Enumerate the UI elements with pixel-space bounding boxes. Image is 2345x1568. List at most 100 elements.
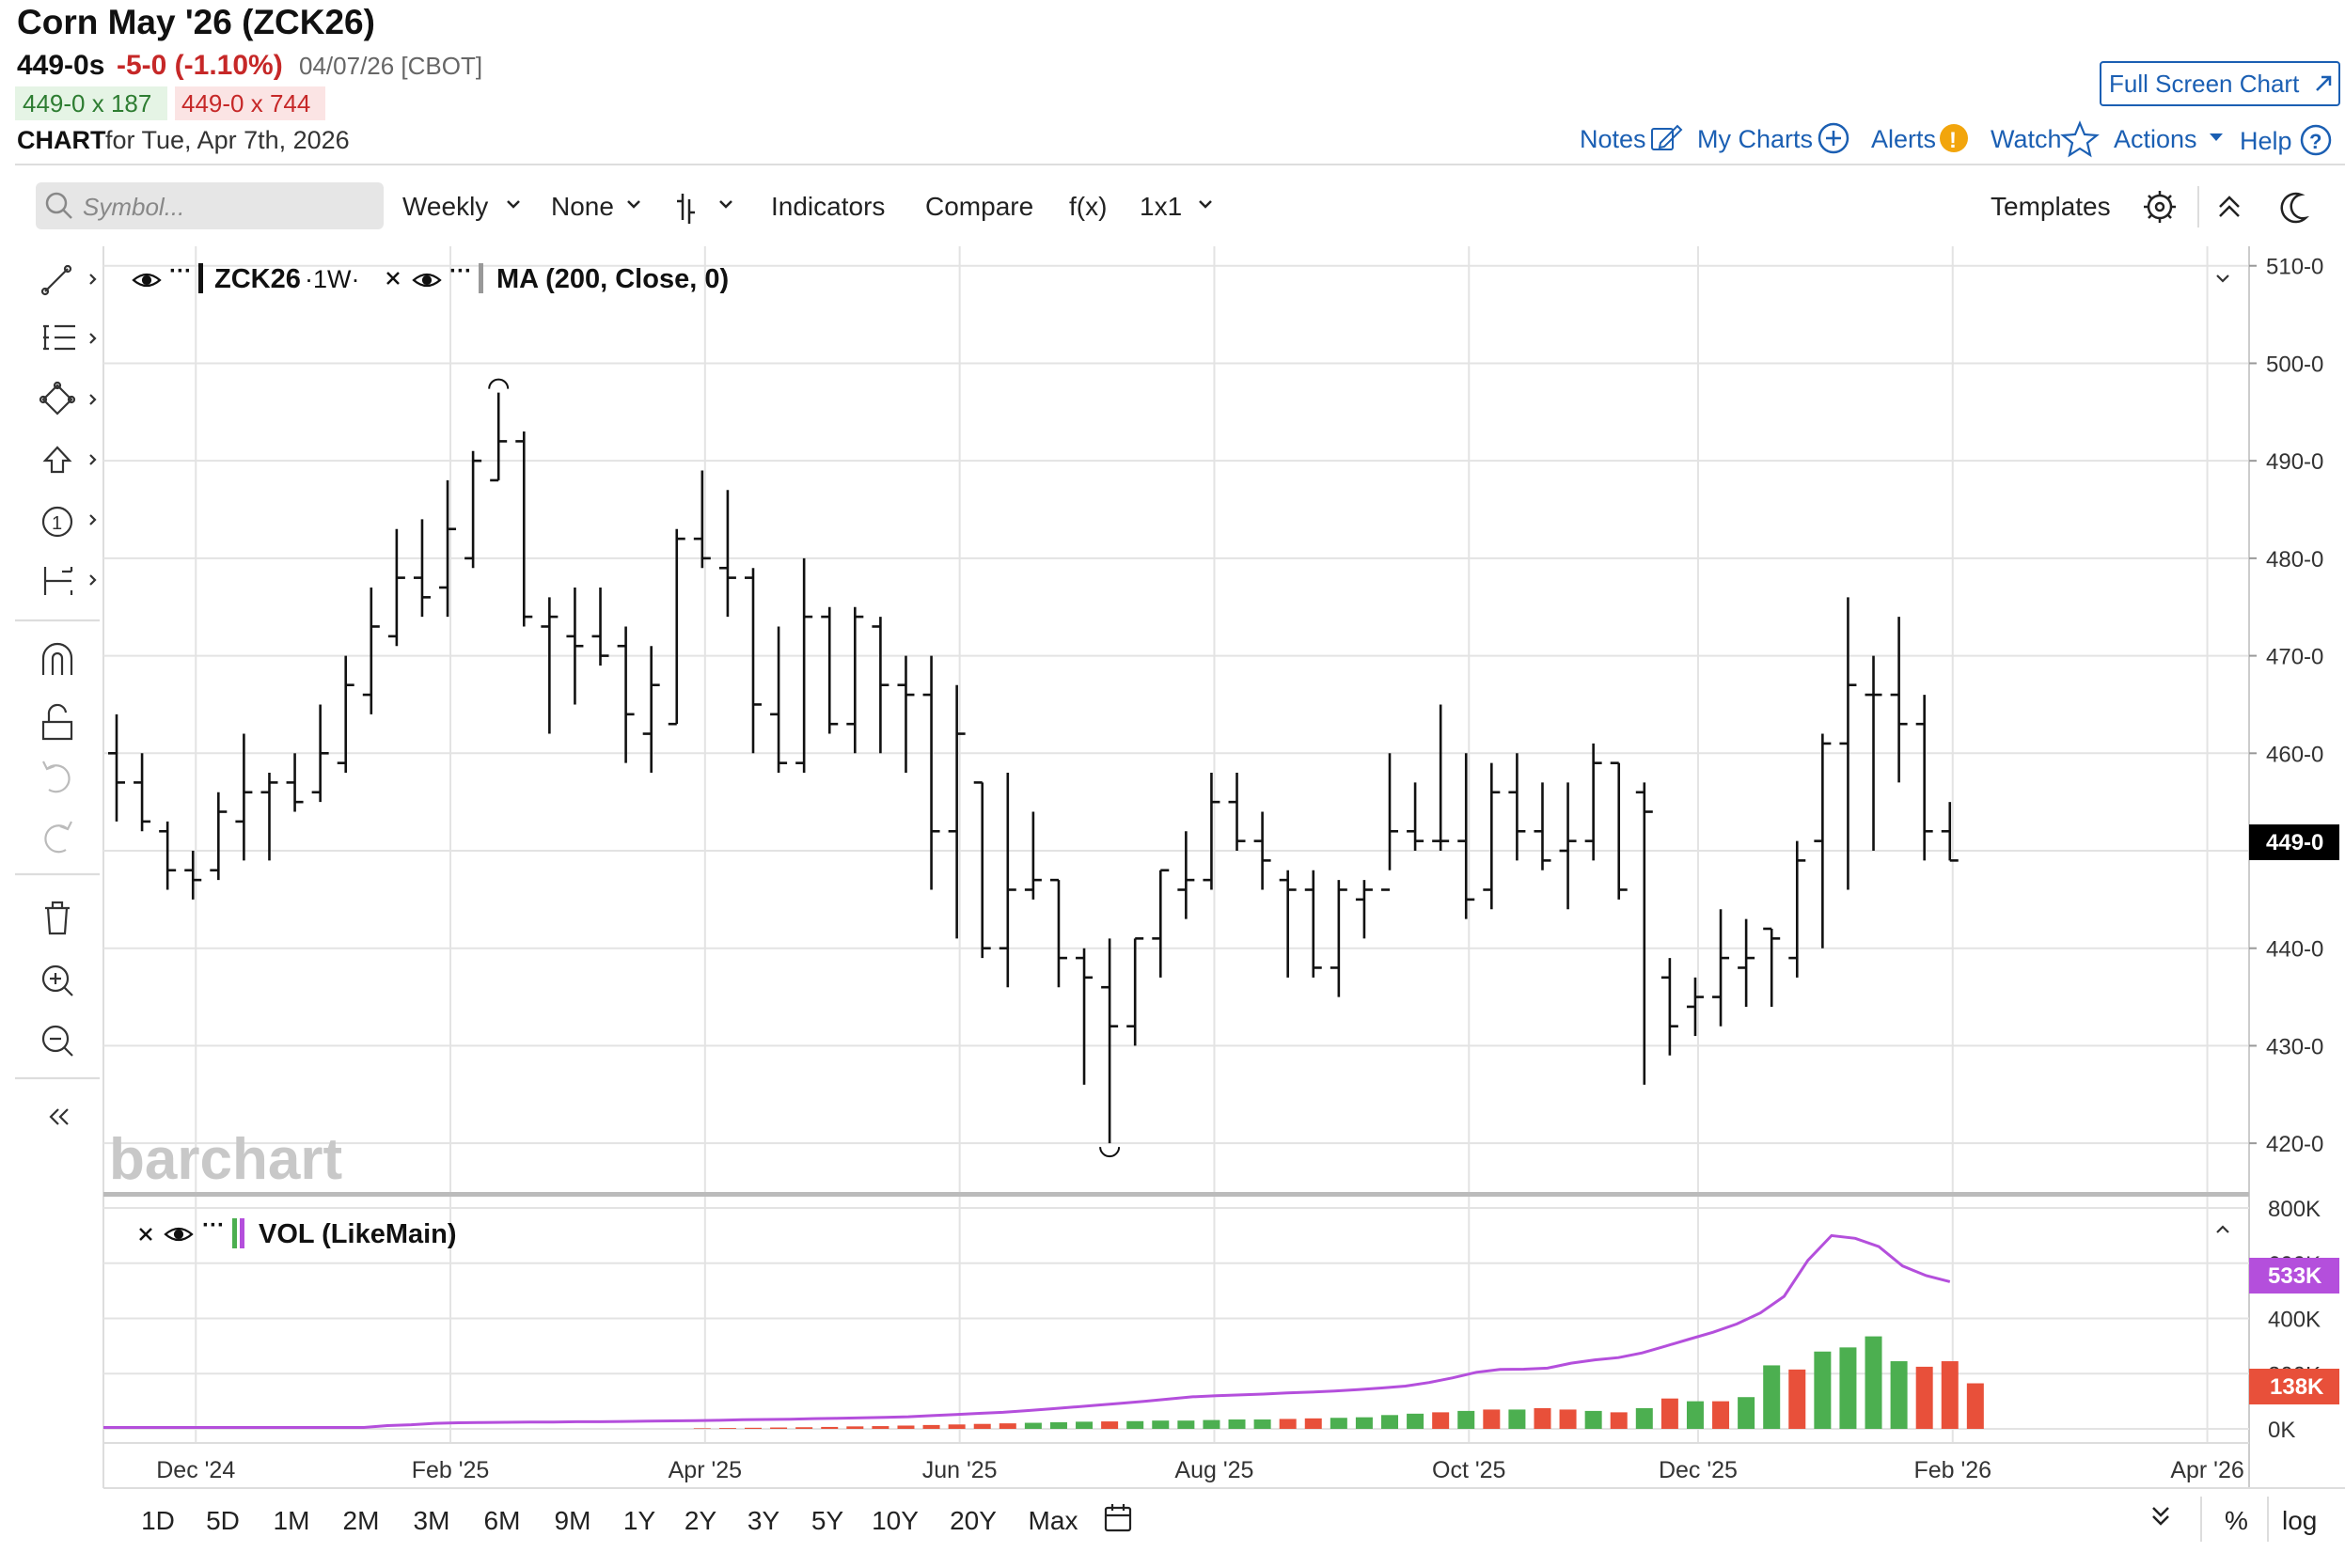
annotation-number-icon[interactable] — [41, 506, 97, 538]
actions-menu[interactable]: Actions — [2114, 125, 2223, 153]
volume-ma-marker: 533K — [2249, 1258, 2339, 1294]
symbol-search[interactable]: Symbol... — [36, 182, 384, 229]
price-tick-label: 460-0 — [2266, 742, 2323, 767]
aggregation-select[interactable]: None — [551, 192, 640, 221]
layout-select[interactable]: 1x1 — [1140, 192, 1212, 221]
eye-icon[interactable] — [412, 273, 442, 288]
calendar-icon[interactable] — [1104, 1504, 1132, 1532]
undo-icon[interactable] — [42, 760, 71, 793]
collapse-left-icon[interactable] — [49, 1108, 69, 1125]
log-toggle[interactable]: log — [2282, 1506, 2317, 1535]
svg-text:Alerts: Alerts — [1871, 125, 1936, 153]
svg-text:?: ? — [2309, 130, 2321, 153]
range-button-20y[interactable]: 20Y — [950, 1506, 997, 1535]
arrow-tool-icon[interactable] — [42, 446, 97, 474]
ohlc-bar — [439, 479, 457, 618]
full-screen-button[interactable]: Full Screen Chart — [2100, 61, 2340, 106]
chevron-up-icon[interactable] — [2216, 1225, 2229, 1233]
volume-bar — [1534, 1407, 1551, 1429]
ohlc-bar — [718, 490, 736, 618]
unlock-icon[interactable] — [41, 703, 73, 741]
range-button-2m[interactable]: 2M — [343, 1506, 380, 1535]
chart-type-select[interactable] — [677, 194, 732, 224]
price-tick-label: 420-0 — [2266, 1132, 2323, 1157]
magnet-icon[interactable] — [41, 642, 73, 675]
svg-text:Weekly: Weekly — [402, 192, 488, 221]
volume-bar — [1330, 1418, 1347, 1429]
range-button-10y[interactable]: 10Y — [872, 1506, 919, 1535]
notes-link[interactable]: Notes — [1580, 124, 1683, 153]
my-charts-link[interactable]: My Charts — [1697, 122, 1849, 154]
volume-bar — [1152, 1420, 1170, 1429]
time-tick-label: Dec '25 — [1659, 1457, 1738, 1483]
double-chevron-down-icon[interactable] — [2152, 1507, 2169, 1526]
zoom-out-icon[interactable] — [41, 1025, 73, 1057]
chevron-down-icon[interactable] — [2216, 274, 2229, 283]
price-tick-label: 500-0 — [2266, 352, 2323, 377]
volume-tick-label: 400K — [2268, 1308, 2321, 1333]
volume-bar — [999, 1423, 1016, 1429]
range-button-6m[interactable]: 6M — [484, 1506, 521, 1535]
period-select[interactable]: Weekly — [402, 192, 520, 221]
measure-tool-icon[interactable] — [43, 567, 97, 595]
ohlc-bar — [948, 684, 966, 939]
range-button-5y[interactable]: 5Y — [811, 1506, 844, 1535]
volume-bar — [1865, 1336, 1882, 1429]
range-button-1y[interactable]: 1Y — [623, 1506, 656, 1535]
fibonacci-tool-icon[interactable] — [43, 324, 97, 351]
range-button-5d[interactable]: 5D — [206, 1506, 240, 1535]
ohlc-bar — [1253, 811, 1271, 890]
range-button-2y[interactable]: 2Y — [685, 1506, 717, 1535]
ohlc-bar — [973, 781, 991, 959]
settings-gear-icon[interactable] — [2144, 191, 2176, 223]
time-tick-label: Feb '25 — [412, 1457, 490, 1483]
page-title: Corn May '26 (ZCK26) — [17, 3, 375, 41]
shapes-tool-icon[interactable] — [39, 381, 97, 416]
range-button-9m[interactable]: 9M — [555, 1506, 591, 1535]
watch-link[interactable]: Watch — [1991, 120, 2100, 158]
range-button-1d[interactable]: 1D — [141, 1506, 175, 1535]
range-button-1m[interactable]: 1M — [274, 1506, 310, 1535]
more-dots-icon[interactable]: ··· — [202, 1213, 225, 1238]
legend-study: MA (200, Close, 0) — [496, 264, 729, 294]
pane-separator[interactable] — [103, 1192, 2249, 1197]
ohlc-bar — [693, 470, 711, 569]
volume-bar — [1660, 1398, 1678, 1429]
plus-circle-icon — [1818, 122, 1849, 154]
help-link[interactable]: Help ? — [2240, 124, 2332, 156]
eye-icon[interactable] — [132, 273, 162, 288]
close-icon[interactable] — [139, 1228, 152, 1241]
more-dots-icon[interactable]: ··· — [169, 259, 192, 284]
trash-icon[interactable] — [45, 901, 70, 935]
trendline-tool-icon[interactable] — [40, 264, 97, 296]
dark-mode-moon-icon[interactable] — [2280, 192, 2310, 224]
redo-icon[interactable] — [44, 821, 72, 854]
ohlc-bar — [1635, 782, 1653, 1085]
indicators-button[interactable]: Indicators — [771, 192, 885, 221]
range-button-3m[interactable]: 3M — [414, 1506, 450, 1535]
zoom-in-icon[interactable] — [41, 964, 73, 996]
templates-button[interactable]: Templates — [1991, 192, 2111, 221]
eye-icon[interactable] — [164, 1227, 194, 1242]
volume-bar — [1635, 1407, 1653, 1429]
external-link-icon — [2316, 75, 2332, 91]
volume-bar — [1686, 1401, 1704, 1429]
volume-bar — [897, 1425, 915, 1429]
volume-legend: ··· VOL (LikeMain) — [139, 1213, 2229, 1249]
volume-bar — [1126, 1420, 1144, 1429]
range-button-3y[interactable]: 3Y — [748, 1506, 780, 1535]
alerts-link[interactable]: Alerts ! — [1871, 124, 1968, 153]
percent-toggle[interactable]: % — [2225, 1506, 2248, 1535]
volume-tick-label: 800K — [2268, 1197, 2321, 1222]
ohlc-bar — [770, 626, 788, 774]
time-tick-label: Feb '26 — [1913, 1457, 1991, 1483]
collapse-up-icon[interactable] — [2219, 196, 2240, 217]
volume-bar — [1788, 1369, 1806, 1429]
compare-button[interactable]: Compare — [925, 192, 1033, 221]
close-icon[interactable] — [386, 272, 400, 285]
volume-bar — [922, 1424, 940, 1429]
more-dots-icon[interactable]: ··· — [449, 259, 472, 284]
range-button-max[interactable]: Max — [1029, 1506, 1078, 1535]
volume-bar — [1763, 1365, 1781, 1429]
fx-button[interactable]: f(x) — [1069, 192, 1107, 221]
